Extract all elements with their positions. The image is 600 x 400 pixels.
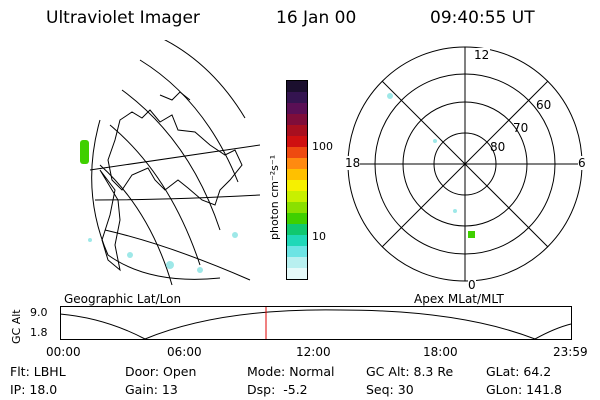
longitude-line — [89, 144, 260, 171]
diagonal-line — [381, 80, 549, 248]
longitude-line — [104, 229, 251, 281]
emission-speck — [88, 238, 92, 242]
colorbar-segment — [287, 147, 307, 158]
seq-field: Seq: 30 — [366, 382, 414, 397]
polar-panel-label: Apex MLat/MLT — [414, 292, 504, 306]
mlat-label-60: 60 — [536, 98, 552, 112]
emission-speck — [387, 93, 393, 99]
colorbar-segment — [287, 92, 307, 103]
timeline-y-tick-bottom: 1.8 — [30, 326, 48, 339]
timeline-y-axis-label-wrap: GC Alt — [10, 306, 24, 346]
latitude-line — [121, 89, 221, 231]
latitude-line — [139, 59, 239, 183]
filter-field: Flt: LBHL — [10, 364, 66, 379]
instrument-title: Ultraviolet Imager — [46, 8, 200, 28]
aurora-patch — [80, 140, 89, 164]
aurora-patch — [468, 231, 475, 238]
colorbar-tick-100: 100 — [312, 140, 333, 153]
colorbar-segment — [287, 202, 307, 213]
ip-field: IP: 18.0 — [10, 382, 58, 397]
polar-plot — [347, 46, 583, 282]
timeline-x-tick-1800: 18:00 — [423, 345, 458, 359]
altitude-curve — [60, 309, 572, 340]
coastline — [107, 109, 243, 206]
colorbar-segment — [287, 191, 307, 202]
emission-speck — [127, 252, 133, 258]
geo-panel-label: Geographic Lat/Lon — [64, 292, 182, 306]
emission-speck — [166, 261, 174, 269]
timeline-x-tick-0600: 06:00 — [167, 345, 202, 359]
colorbar-segment — [287, 268, 307, 279]
colorbar-segment — [287, 125, 307, 136]
altitude-timeline — [60, 306, 572, 340]
image-date: 16 Jan 00 — [276, 8, 357, 28]
colorbar-segment — [287, 257, 307, 268]
dsp-field: Dsp: -5.2 — [247, 382, 308, 397]
mode-field: Mode: Normal — [247, 364, 335, 379]
timeline-y-tick-top: 9.0 — [30, 306, 48, 319]
colorbar-segment — [287, 213, 307, 224]
coastline — [159, 91, 191, 101]
mlat-label-70: 70 — [513, 121, 529, 135]
colorbar-segment — [287, 136, 307, 147]
gc-alt-field: GC Alt: 8.3 Re — [366, 364, 454, 379]
gain-field: Gain: 13 — [125, 382, 178, 397]
colorbar-segment — [287, 246, 307, 257]
colorbar-segment — [287, 103, 307, 114]
glat-field: GLat: 64.2 — [486, 364, 552, 379]
longitude-line — [94, 194, 260, 201]
door-field: Door: Open — [125, 364, 197, 379]
colorbar-segment — [287, 224, 307, 235]
mlt-label-6: 6 — [578, 156, 586, 170]
timeline-frame — [60, 306, 572, 340]
image-time: 09:40:55 UT — [430, 8, 535, 28]
mlt-label-12: 12 — [473, 48, 491, 62]
mlt-label-18: 18 — [345, 156, 361, 170]
colorbar-segment — [287, 235, 307, 246]
colorbar-segment — [287, 180, 307, 191]
latitude-line — [109, 124, 201, 266]
emission-speck — [197, 267, 203, 273]
emission-speck — [232, 232, 238, 238]
colorbar-unit-label: photon cm⁻²s⁻¹ — [268, 154, 281, 240]
colorbar-segment — [287, 169, 307, 180]
mlt-label-0: 0 — [468, 278, 476, 292]
colorbar-segment — [287, 114, 307, 125]
glon-field: GLon: 141.8 — [486, 382, 562, 397]
mlat-label-80: 80 — [490, 140, 506, 154]
coastline — [99, 169, 121, 272]
timeline-x-tick-2359: 23:59 — [553, 345, 588, 359]
emission-speck — [453, 209, 457, 213]
colorbar-segment — [287, 81, 307, 92]
geographic-map — [80, 40, 260, 286]
earth-limb — [91, 119, 221, 280]
emission-speck — [433, 139, 437, 143]
colorbar-tick-10: 10 — [312, 230, 326, 243]
timeline-x-tick-1200: 12:00 — [296, 345, 331, 359]
latitude-line — [164, 40, 246, 119]
timeline-x-tick-0000: 00:00 — [46, 345, 81, 359]
timeline-y-axis-label: GC Alt — [10, 309, 23, 344]
colorbar — [286, 80, 308, 280]
colorbar-segment — [287, 158, 307, 169]
